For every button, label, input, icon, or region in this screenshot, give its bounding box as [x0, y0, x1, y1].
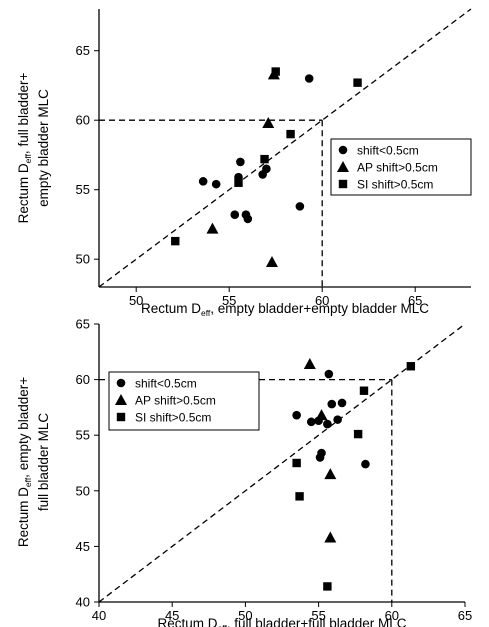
legend-label: shift<0.5cm — [357, 144, 419, 158]
data-point-circle — [211, 179, 221, 189]
data-point-square — [286, 129, 295, 139]
y-tick-label: 55 — [76, 182, 90, 197]
x-tick-label: 50 — [238, 608, 252, 623]
chart-panel-2: 40 45 50 55 60 65 40 45 50 55 60 65 shift<0.5cm AP sh… — [16, 317, 472, 627]
legend: shift<0.5cm AP shift>0.5cm SI shift>0.5cm — [330, 138, 472, 196]
data-point-square — [234, 178, 243, 187]
data-point-triangle — [206, 222, 219, 234]
data-point-circle — [337, 398, 347, 408]
y-tick-label: 45 — [76, 539, 90, 554]
data-point-circle — [317, 448, 326, 458]
data-point-triangle — [265, 255, 278, 267]
data-point-triangle — [324, 531, 337, 543]
x-tick-label: 45 — [165, 608, 179, 623]
data-point-circle — [304, 74, 314, 83]
data-point-triangle — [324, 468, 337, 480]
data-point-triangle — [303, 358, 316, 370]
identity-line — [98, 323, 466, 603]
x-axis-label: Rectum Deff, empty bladder+empty bladder… — [141, 301, 429, 318]
y-tick-label: 50 — [76, 483, 90, 498]
x-tick-label: 65 — [408, 293, 422, 308]
y-axis-label-line-2: full bladder MLC — [36, 413, 51, 512]
data-point-square — [260, 154, 269, 164]
data-point-circle — [324, 369, 334, 379]
data-point-square — [359, 386, 369, 395]
legend-marker-triangle — [115, 394, 127, 405]
data-point-circle — [361, 459, 370, 469]
legend-label: SI shift>0.5cm — [135, 411, 211, 425]
data-point-circle — [295, 202, 305, 211]
legend-label: SI shift>0.5cm — [357, 178, 433, 192]
x-tick-label: 60 — [385, 608, 399, 623]
x-tick-label: 55 — [222, 293, 236, 308]
legend-label: shift<0.5cm — [135, 377, 197, 391]
data-point-square — [271, 67, 280, 76]
data-point-square — [171, 236, 180, 246]
data-point-triangle — [262, 116, 275, 128]
data-point-square — [353, 78, 362, 87]
chart-panel-1: 50 55 60 65 50 55 60 65 shift<0.5cm AP shift>0.5c… — [16, 8, 472, 318]
data-point-circle — [306, 417, 316, 427]
data-point-circle — [327, 399, 337, 409]
legend-label: AP shift>0.5cm — [135, 394, 216, 408]
data-point-square — [292, 458, 301, 468]
x-axis-label: Rectum Deff, full bladder+full bladder M… — [157, 616, 406, 627]
data-point-circle — [262, 164, 271, 174]
legend: shift<0.5cm AP shift>0.5cm SI shift>0.5cm — [108, 371, 260, 431]
legend-marker-triangle — [337, 161, 349, 172]
data-point-square — [323, 582, 332, 591]
x-tick-label: 50 — [129, 293, 143, 308]
data-point-circle — [243, 214, 253, 224]
x-tick-label: 55 — [311, 608, 325, 623]
legend-label: AP shift>0.5cm — [357, 161, 438, 175]
data-point-triangle — [315, 409, 328, 421]
x-tick-label: 40 — [92, 608, 106, 623]
y-tick-label: 65 — [76, 43, 90, 58]
y-tick-label: 55 — [76, 428, 90, 443]
y-axis-label-line-2: empty bladder MLC — [36, 89, 51, 207]
y-tick-label: 65 — [76, 317, 90, 332]
x-tick-label: 65 — [458, 608, 472, 623]
legend-box — [330, 138, 472, 196]
x-tick-label: 60 — [315, 293, 329, 308]
data-point-square — [353, 429, 363, 439]
data-point-square — [295, 492, 304, 501]
data-point-square — [406, 362, 416, 371]
y-tick-label: 50 — [76, 252, 90, 267]
y-tick-label: 60 — [76, 372, 90, 387]
y-tick-label: 40 — [76, 595, 90, 610]
y-axis-label-line-1: Rectum Deff, full bladder+ — [16, 73, 33, 224]
data-point-circle — [198, 177, 208, 186]
legend-marker-square — [338, 179, 348, 189]
legend-marker-circle — [338, 145, 348, 155]
data-point-circle — [230, 210, 240, 220]
data-point-circle — [236, 157, 245, 167]
y-tick-label: 60 — [76, 113, 90, 128]
legend-box — [108, 371, 260, 431]
y-axis-label-line-1: Rectum Deff, empty bladder+ — [16, 377, 33, 547]
data-point-circle — [323, 419, 332, 429]
identity-line — [98, 8, 472, 288]
data-point-circle — [333, 415, 342, 424]
data-point-circle — [292, 410, 301, 420]
legend-marker-square — [116, 412, 126, 422]
legend-marker-circle — [116, 378, 126, 388]
